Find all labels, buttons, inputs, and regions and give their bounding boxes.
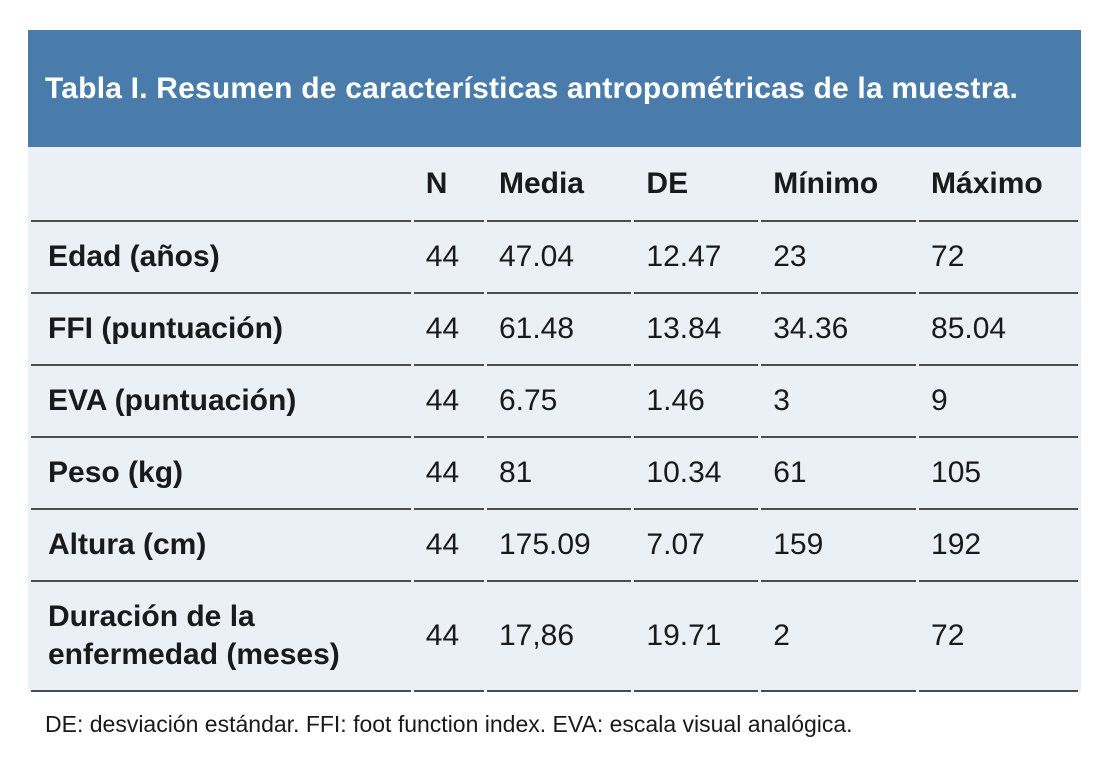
column-header-minimo: Mínimo [761, 147, 917, 222]
row-label-peso: Peso (kg) [31, 438, 411, 510]
column-header-n: N [413, 147, 484, 222]
cell-n: 44 [413, 294, 484, 366]
table-row: Duración de la enfermedad (meses) 44 17,… [31, 582, 1078, 692]
cell-de: 12.47 [634, 222, 759, 294]
cell-maximo: 105 [919, 438, 1078, 510]
column-header-de: DE [634, 147, 759, 222]
column-header-maximo: Máximo [919, 147, 1078, 222]
column-header-media: Media [486, 147, 632, 222]
cell-minimo: 3 [761, 366, 917, 438]
cell-n: 44 [413, 582, 484, 692]
row-label-eva: EVA (puntuación) [31, 366, 411, 438]
table-title-banner: Tabla I. Resumen de características antr… [28, 30, 1081, 147]
table-row: EVA (puntuación) 44 6.75 1.46 3 9 [31, 366, 1078, 438]
cell-maximo: 72 [919, 582, 1078, 692]
cell-media: 6.75 [486, 366, 632, 438]
cell-minimo: 61 [761, 438, 917, 510]
cell-de: 10.34 [634, 438, 759, 510]
cell-media: 17,86 [486, 582, 632, 692]
table-row: FFI (puntuación) 44 61.48 13.84 34.36 85… [31, 294, 1078, 366]
cell-n: 44 [413, 438, 484, 510]
table-card: Tabla I. Resumen de características antr… [28, 30, 1081, 739]
cell-minimo: 2 [761, 582, 917, 692]
cell-media: 61.48 [486, 294, 632, 366]
cell-n: 44 [413, 222, 484, 294]
row-label-altura: Altura (cm) [31, 510, 411, 582]
cell-maximo: 9 [919, 366, 1078, 438]
cell-de: 19.71 [634, 582, 759, 692]
table-footnote: DE: desviación estándar. FFI: foot funct… [45, 711, 853, 737]
cell-de: 13.84 [634, 294, 759, 366]
row-label-ffi: FFI (puntuación) [31, 294, 411, 366]
table-row: Edad (años) 44 47.04 12.47 23 72 [31, 222, 1078, 294]
column-header-empty [31, 147, 411, 222]
cell-maximo: 192 [919, 510, 1078, 582]
cell-minimo: 159 [761, 510, 917, 582]
cell-de: 1.46 [634, 366, 759, 438]
cell-n: 44 [413, 366, 484, 438]
anthropometric-table: N Media DE Mínimo Máximo Edad (años) 44 … [28, 147, 1081, 692]
row-label-duracion: Duración de la enfermedad (meses) [31, 582, 411, 692]
cell-maximo: 85.04 [919, 294, 1078, 366]
cell-media: 47.04 [486, 222, 632, 294]
cell-minimo: 23 [761, 222, 917, 294]
row-label-edad: Edad (años) [31, 222, 411, 294]
table-title: Tabla I. Resumen de características antr… [45, 71, 1019, 105]
cell-de: 7.07 [634, 510, 759, 582]
cell-n: 44 [413, 510, 484, 582]
cell-maximo: 72 [919, 222, 1078, 294]
cell-media: 175.09 [486, 510, 632, 582]
table-row: Peso (kg) 44 81 10.34 61 105 [31, 438, 1078, 510]
table-row: Altura (cm) 44 175.09 7.07 159 192 [31, 510, 1078, 582]
cell-media: 81 [486, 438, 632, 510]
cell-minimo: 34.36 [761, 294, 917, 366]
header-row: N Media DE Mínimo Máximo [31, 147, 1078, 222]
